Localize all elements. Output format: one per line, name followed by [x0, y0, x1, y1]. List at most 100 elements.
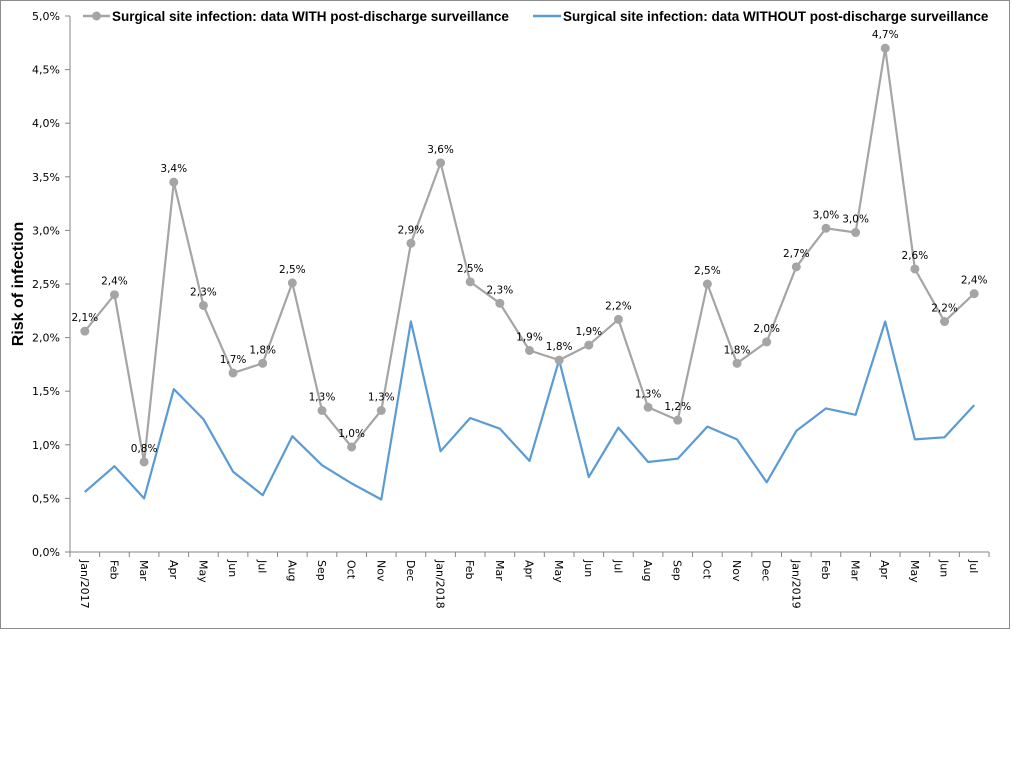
x-tick-label: Mar: [137, 560, 150, 581]
data-label: 2,4%: [961, 275, 988, 287]
data-label: 1,8%: [546, 341, 573, 353]
y-tick-label: 4,0%: [32, 117, 60, 130]
data-labels: 2,1%2,4%0,8%3,4%2,3%1,7%1,8%2,5%1,3%1,0%…: [71, 29, 987, 455]
y-tick-label: 3,0%: [32, 224, 60, 237]
data-point-with-surveillance: [317, 405, 327, 415]
data-point-with-surveillance: [613, 314, 623, 324]
x-tick-label: Jul: [256, 559, 269, 573]
x-tick-label: Oct: [345, 560, 358, 580]
data-point-with-surveillance: [851, 228, 861, 238]
data-label: 2,9%: [398, 224, 425, 236]
legend-item-with-surveillance[interactable]: Surgical site infection: data WITH post-…: [83, 9, 509, 24]
legend-label-with: Surgical site infection: data WITH post-…: [112, 9, 509, 24]
x-tick-label: Jun: [938, 559, 951, 577]
x-tick-label: May: [552, 560, 565, 583]
data-label: 1,8%: [724, 344, 751, 356]
data-point-with-surveillance: [969, 289, 979, 299]
data-point-with-surveillance: [702, 279, 712, 289]
data-point-with-surveillance: [347, 442, 357, 452]
y-tick-label: 3,5%: [32, 171, 60, 184]
x-tick-label: Aug: [641, 560, 654, 581]
data-label: 2,3%: [190, 286, 217, 298]
data-label: 2,0%: [753, 323, 780, 335]
data-label: 1,7%: [220, 354, 247, 366]
y-tick-label: 1,0%: [32, 439, 60, 452]
data-point-with-surveillance: [643, 402, 653, 412]
data-label: 1,9%: [575, 326, 602, 338]
data-label: 2,2%: [931, 303, 958, 315]
data-label: 1,3%: [368, 391, 395, 403]
y-tick-label: 5,0%: [32, 10, 60, 23]
data-label: 2,6%: [902, 250, 929, 262]
series-layer: [80, 43, 979, 501]
axes: 0,0% 0,5% 1,0% 1,5% 2,0% 2,5% 3,0% 3,5% 4,0% 4,5%…: [32, 10, 990, 609]
x-tick-label: Aug: [285, 560, 298, 581]
data-point-with-surveillance: [940, 317, 950, 327]
data-label: 1,3%: [309, 391, 336, 403]
x-tick-label: Jan/2017: [78, 559, 91, 609]
data-point-with-surveillance: [821, 223, 831, 233]
x-tick-label: Mar: [849, 560, 862, 581]
x-tick-label: Dec: [760, 560, 773, 581]
data-point-with-surveillance: [80, 326, 90, 336]
data-point-with-surveillance: [228, 368, 238, 378]
y-tick-label: 4,5%: [32, 64, 60, 77]
x-tick-label: May: [196, 560, 209, 583]
data-point-with-surveillance: [169, 177, 179, 187]
data-point-with-surveillance: [198, 300, 208, 310]
legend: Surgical site infection: data WITH post-…: [83, 9, 989, 24]
data-label: 1,3%: [635, 388, 662, 400]
data-point-with-surveillance: [376, 405, 386, 415]
data-point-with-surveillance: [791, 262, 801, 272]
x-tick-label: Jul: [611, 559, 624, 573]
y-tick-label: 2,5%: [32, 278, 60, 291]
data-label: 2,7%: [783, 248, 810, 260]
data-point-with-surveillance: [762, 337, 772, 347]
data-label: 3,0%: [813, 209, 840, 221]
data-point-with-surveillance: [732, 358, 742, 368]
y-tick-label: 0,5%: [32, 492, 60, 505]
x-tick-label: Feb: [107, 560, 120, 579]
data-label: 1,2%: [664, 401, 691, 413]
legend-label-without: Surgical site infection: data WITHOUT po…: [563, 9, 989, 24]
data-point-with-surveillance: [258, 358, 268, 368]
data-label: 2,5%: [457, 263, 484, 275]
legend-marker-gray: [92, 11, 101, 21]
data-point-with-surveillance: [436, 158, 446, 168]
series-line-without-surveillance: [84, 320, 976, 501]
data-label: 4,7%: [872, 29, 899, 41]
legend-item-without-surveillance[interactable]: Surgical site infection: data WITHOUT po…: [533, 9, 989, 24]
data-label: 2,5%: [279, 264, 306, 276]
data-label: 2,4%: [101, 276, 128, 288]
x-tick-label: Jan/2018: [434, 559, 447, 609]
data-label: 3,4%: [160, 163, 187, 175]
data-point-with-surveillance: [495, 298, 505, 308]
x-tick-label: Sep: [671, 560, 684, 581]
data-label: 1,0%: [338, 428, 365, 440]
x-tick-label: Nov: [730, 560, 743, 582]
x-tick-label: Jul: [967, 559, 980, 573]
y-axis-title: Risk of infection: [10, 222, 27, 346]
x-tick-label: Sep: [315, 560, 328, 581]
data-point-with-surveillance: [880, 43, 890, 53]
data-label: 1,8%: [249, 344, 276, 356]
data-label: 2,1%: [71, 312, 98, 324]
line-chart: Surgical site infection: data WITH post-…: [10, 9, 990, 609]
data-point-with-surveillance: [673, 415, 683, 425]
y-tick-label: 1,5%: [32, 385, 60, 398]
x-tick-label: Oct: [700, 560, 713, 580]
y-tick-label: 2,0%: [32, 332, 60, 345]
data-point-with-surveillance: [287, 278, 297, 288]
x-tick-label: Jun: [582, 559, 595, 577]
x-tick-label: Apr: [878, 560, 891, 580]
chart-area: [0, 0, 1010, 629]
data-label: 2,2%: [605, 300, 632, 312]
data-label: 2,3%: [487, 284, 514, 296]
data-label: 2,5%: [694, 265, 721, 277]
x-tick-label: May: [908, 560, 921, 583]
data-point-with-surveillance: [525, 345, 534, 355]
series-line-with-surveillance: [83, 47, 975, 464]
x-tick-label: Dec: [404, 560, 417, 581]
data-label: 0,8%: [131, 443, 158, 455]
x-tick-label: Mar: [493, 560, 506, 581]
